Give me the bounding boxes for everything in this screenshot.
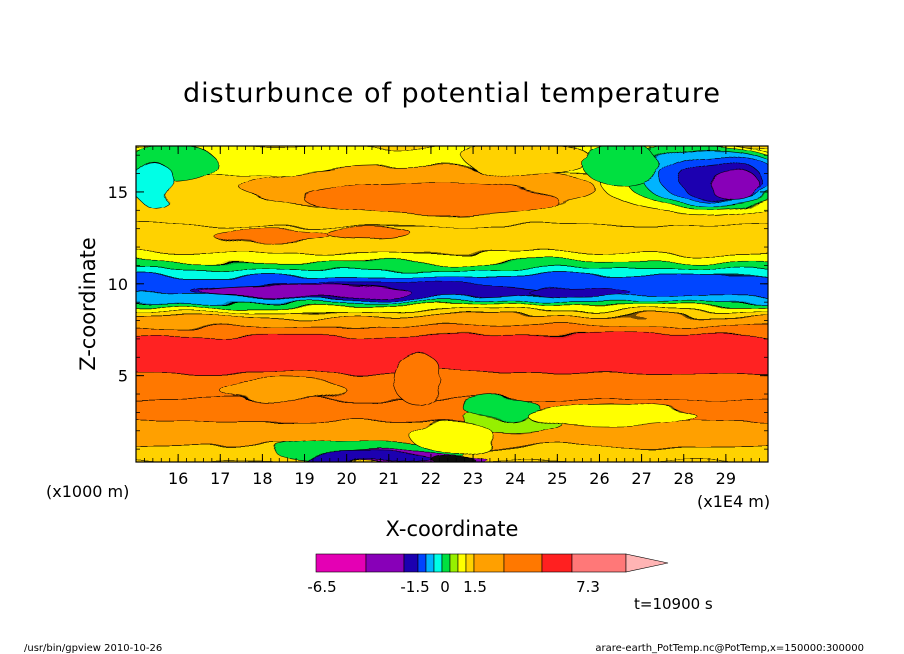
blob-16 bbox=[325, 225, 411, 240]
colorbar-label: 0 bbox=[440, 578, 450, 596]
y-tick-label: 10 bbox=[108, 275, 128, 294]
blob-10 bbox=[464, 146, 592, 176]
band-14 bbox=[136, 252, 768, 263]
footer-left: /usr/bin/gpview 2010-10-26 bbox=[24, 643, 162, 654]
x-tick-label: 22 bbox=[421, 469, 441, 488]
band-9 bbox=[136, 301, 768, 307]
colorbar-swatch bbox=[457, 553, 467, 573]
x-tick-label: 18 bbox=[252, 469, 272, 488]
band-7 bbox=[136, 311, 768, 318]
colorbar bbox=[315, 553, 669, 573]
blob-7 bbox=[708, 169, 760, 200]
x-tick-label: 23 bbox=[463, 469, 483, 488]
y-tick-label: 15 bbox=[108, 183, 128, 202]
colorbar-labels: -6.5 -1.5 0 1.5 7.3 bbox=[307, 578, 600, 596]
x-tick-label: 25 bbox=[547, 469, 567, 488]
band-8 bbox=[136, 305, 768, 312]
blob-13 bbox=[198, 284, 411, 298]
colorbar-swatch bbox=[433, 553, 443, 573]
colorbar-swatch bbox=[417, 553, 427, 573]
blob-15 bbox=[211, 227, 331, 241]
colorbar-swatch bbox=[473, 553, 505, 573]
chart-title: disturbunce of potential temperature bbox=[183, 78, 721, 109]
blob-19 bbox=[527, 404, 697, 428]
band-3 bbox=[136, 371, 768, 400]
blob-26 bbox=[409, 421, 495, 452]
blob-1 bbox=[304, 184, 558, 215]
x-tick-label: 28 bbox=[674, 469, 694, 488]
x-axis-label: X-coordinate bbox=[386, 517, 519, 541]
blob-24 bbox=[392, 353, 444, 406]
colorbar-swatch bbox=[541, 553, 573, 573]
colorbar-swatch bbox=[465, 553, 475, 573]
footer-right: arare-earth_PotTemp.nc@PotTemp,x=150000:… bbox=[595, 643, 864, 654]
colorbar-label: -1.5 bbox=[400, 578, 429, 596]
colorbar-swatch bbox=[449, 553, 459, 573]
x-tick-label: 26 bbox=[589, 469, 609, 488]
colorbar-swatch bbox=[441, 553, 451, 573]
x-axis: 16 17 18 19 20 21 22 23 24 25 26 27 28 29 bbox=[135, 146, 769, 488]
colorbar-label: 1.5 bbox=[463, 578, 487, 596]
x-tick-label: 16 bbox=[168, 469, 188, 488]
colorbar-swatch bbox=[503, 553, 543, 573]
colorbar-label: -6.5 bbox=[307, 578, 336, 596]
colorbar-label: 7.3 bbox=[576, 578, 600, 596]
band-6 bbox=[136, 316, 768, 327]
blob-18 bbox=[464, 397, 541, 421]
colorbar-swatch bbox=[365, 553, 405, 573]
x-tick-label: 29 bbox=[716, 469, 736, 488]
x-unit-right: (x1E4 m) bbox=[697, 492, 770, 511]
blob-9 bbox=[136, 160, 175, 206]
x-tick-label: 17 bbox=[210, 469, 230, 488]
plot-area bbox=[136, 146, 768, 462]
band-5 bbox=[136, 325, 768, 336]
colorbar-swatch bbox=[571, 553, 627, 573]
x-tick-label: 24 bbox=[505, 469, 525, 488]
colorbar-arrow bbox=[625, 553, 669, 573]
colorbar-swatch bbox=[425, 553, 435, 573]
plot-frame bbox=[135, 145, 769, 463]
x-tick-label: 20 bbox=[336, 469, 356, 488]
blob-25 bbox=[219, 379, 347, 402]
blob-14 bbox=[527, 285, 630, 297]
x-unit-left: (x1000 m) bbox=[46, 482, 129, 501]
band-13 bbox=[136, 261, 768, 270]
time-label: t=10900 s bbox=[634, 595, 713, 613]
y-tick-label: 5 bbox=[118, 367, 128, 386]
blob-11 bbox=[582, 146, 659, 185]
x-tick-label: 19 bbox=[294, 469, 314, 488]
x-tick-label: 27 bbox=[631, 469, 651, 488]
x-tick-label: 21 bbox=[379, 469, 399, 488]
y-axis-label: Z-coordinate bbox=[76, 237, 100, 371]
colorbar-swatch bbox=[315, 553, 367, 573]
y-axis: 5 10 15 bbox=[108, 154, 768, 450]
band-15 bbox=[136, 224, 768, 253]
contour-blobs bbox=[136, 146, 768, 462]
colorbar-swatch bbox=[403, 553, 419, 573]
band-4 bbox=[136, 334, 768, 373]
band-12 bbox=[136, 268, 768, 277]
